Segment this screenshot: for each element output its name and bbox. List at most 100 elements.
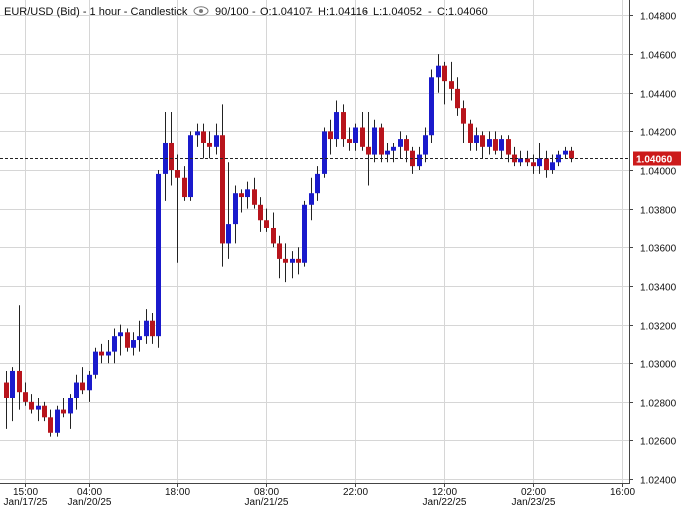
candle[interactable] [493,131,498,155]
candle-body-down [150,320,155,337]
candle[interactable] [385,142,390,163]
candle[interactable] [93,347,98,379]
candle[interactable] [563,146,568,159]
x-tick-time: 16:00 [610,487,635,498]
candle[interactable] [328,119,333,155]
candle[interactable] [544,150,549,178]
eye-icon[interactable] [193,6,209,16]
y-tick-label: 1.02600 [640,437,677,448]
candle[interactable] [474,127,479,151]
candle[interactable] [347,127,352,151]
candle[interactable] [144,309,149,344]
candle[interactable] [220,104,225,267]
candle[interactable] [512,146,517,167]
candle[interactable] [334,100,339,147]
candle[interactable] [125,328,130,352]
candle[interactable] [372,119,377,163]
candle[interactable] [17,305,22,410]
candle[interactable] [429,69,434,143]
candle[interactable] [271,212,276,248]
candle[interactable] [23,382,28,406]
candle[interactable] [391,142,396,163]
candle[interactable] [156,170,161,348]
candle[interactable] [68,394,73,429]
candle[interactable] [207,131,212,159]
candle[interactable] [550,154,555,174]
candle[interactable] [258,197,263,232]
candle-body-down [99,351,104,356]
candle[interactable] [239,189,244,213]
candle[interactable] [252,177,257,209]
candle[interactable] [61,397,66,418]
candle[interactable] [315,166,320,201]
candle[interactable] [169,112,174,186]
candle[interactable] [201,123,206,159]
candles[interactable] [4,54,574,437]
candle[interactable] [309,177,314,221]
candle[interactable] [245,181,250,209]
candle[interactable] [506,135,511,163]
candle[interactable] [80,367,85,395]
candle[interactable] [302,200,307,267]
candle[interactable] [379,123,384,163]
candle[interactable] [175,154,180,263]
candle[interactable] [569,146,574,163]
candle[interactable] [366,112,371,186]
candle[interactable] [4,370,9,429]
candle[interactable] [499,135,504,159]
candle-body-down [442,65,447,82]
candle[interactable] [182,166,187,201]
candle[interactable] [29,394,34,414]
candle[interactable] [112,328,117,364]
y-tick-label: 1.03000 [640,360,677,371]
candle[interactable] [556,150,561,167]
candle[interactable] [322,127,327,178]
candle[interactable] [233,185,238,244]
candle[interactable] [423,127,428,163]
candle[interactable] [55,405,60,437]
candle[interactable] [449,61,454,101]
candle[interactable] [487,131,492,155]
candle[interactable] [131,332,136,356]
candle[interactable] [404,135,409,163]
candle[interactable] [461,100,466,143]
candle[interactable] [106,340,111,364]
candle[interactable] [531,154,536,174]
candle-body-up [36,405,41,410]
candle[interactable] [360,112,365,151]
candle[interactable] [353,123,358,151]
candle[interactable] [137,320,142,352]
candle-body-up [487,139,492,147]
candle[interactable] [480,131,485,159]
candle[interactable] [277,235,282,279]
candle[interactable] [195,123,200,147]
candle[interactable] [341,104,346,147]
candle[interactable] [226,162,231,259]
candle[interactable] [36,397,41,422]
candle[interactable] [455,77,460,116]
candle[interactable] [74,374,79,410]
candle[interactable] [118,324,123,356]
candle[interactable] [214,123,219,155]
candle[interactable] [264,208,269,232]
candle[interactable] [296,247,301,275]
candle[interactable] [188,131,193,201]
candle[interactable] [10,367,15,422]
candle[interactable] [48,409,53,437]
candle[interactable] [87,370,92,402]
candle[interactable] [537,142,542,174]
candle[interactable] [442,61,447,105]
x-tick-time: 15:00 [13,487,38,498]
y-tick-label: 1.04000 [640,167,677,178]
candle[interactable] [99,343,104,364]
candle[interactable] [468,119,473,151]
candle[interactable] [417,146,422,171]
y-tick-label: 1.03400 [640,283,677,294]
candle[interactable] [290,251,295,279]
candle[interactable] [436,54,441,93]
candle[interactable] [42,401,47,422]
candle[interactable] [283,243,288,283]
candle[interactable] [398,131,403,159]
candle[interactable] [150,312,155,344]
